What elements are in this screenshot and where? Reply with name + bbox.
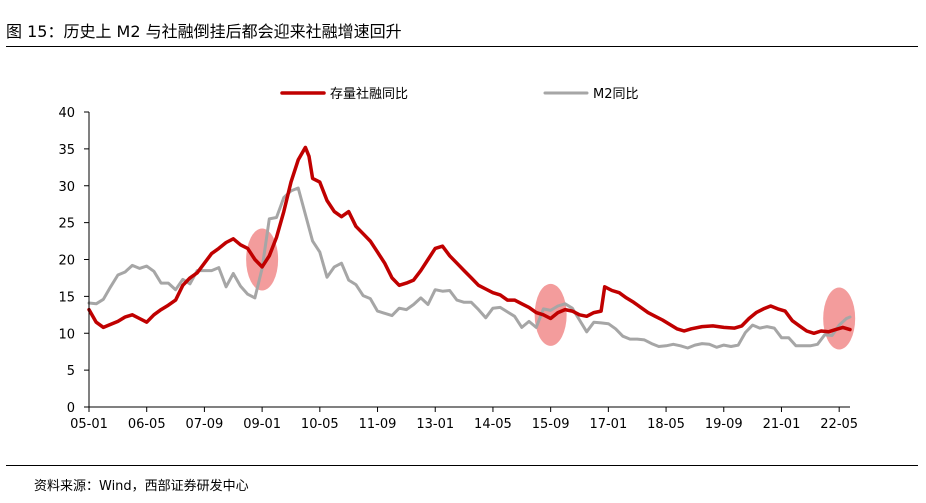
axes-layer: 0 5 10 15 20 25 30 35 40 05-01 06-05 07-09 09-01 10-0… xyxy=(58,106,858,432)
x-tick-label: 10-05 xyxy=(301,417,339,432)
x-tick-label: 11-09 xyxy=(359,417,397,432)
y-tick-label: 0 xyxy=(67,401,75,416)
x-tick-label: 22-05 xyxy=(820,417,858,432)
x-tick-label: 09-01 xyxy=(243,417,281,432)
source-divider xyxy=(6,465,918,466)
x-tick-label: 05-01 xyxy=(70,417,108,432)
y-tick-label: 25 xyxy=(58,217,75,232)
y-tick-label: 35 xyxy=(58,143,75,158)
series-line-1 xyxy=(87,145,852,336)
legend-label-1: 存量社融同比 xyxy=(330,86,408,102)
x-tick-label: 07-09 xyxy=(186,417,224,432)
x-tick-label: 21-01 xyxy=(763,417,801,432)
legend: 存量社融同比 M2同比 xyxy=(280,86,639,102)
x-tick-label: 13-01 xyxy=(416,417,454,432)
title-divider xyxy=(6,46,918,47)
figure-title: 图 15：历史上 M2 与社融倒挂后都会迎来社融增速回升 xyxy=(6,22,402,41)
series-line-2 xyxy=(87,186,852,350)
highlight-ellipse-2 xyxy=(534,283,567,346)
x-tick-label: 14-05 xyxy=(474,417,512,432)
highlight-layer xyxy=(246,228,856,350)
x-tick-label: 15-09 xyxy=(532,417,570,432)
x-tick-label: 18-05 xyxy=(647,417,685,432)
source-note: 资料来源：Wind，西部证券研发中心 xyxy=(34,479,249,494)
legend-label-2: M2同比 xyxy=(593,87,639,102)
y-tick-label: 30 xyxy=(58,180,75,195)
y-tick-label: 15 xyxy=(58,290,75,305)
highlight-ellipse-3 xyxy=(823,287,856,350)
y-tick-label: 40 xyxy=(58,106,75,121)
series-layer xyxy=(87,145,852,350)
y-tick-label: 20 xyxy=(58,254,75,269)
y-tick-label: 10 xyxy=(58,327,75,342)
x-tick-label: 19-09 xyxy=(705,417,743,432)
y-tick-label: 5 xyxy=(67,364,75,379)
x-tick-label: 06-05 xyxy=(128,417,166,432)
x-tick-label: 17-01 xyxy=(589,417,627,432)
